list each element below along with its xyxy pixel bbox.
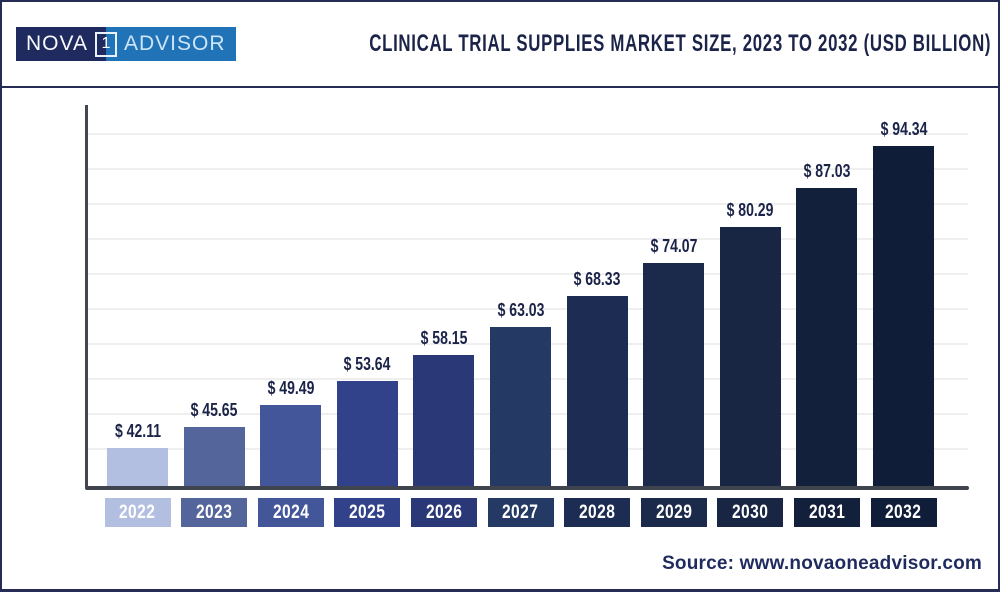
bar-value-label-2032: $ 94.34 <box>880 118 927 139</box>
x-tick-2032: 2032 <box>870 498 937 527</box>
x-tick-label: 2024 <box>272 501 309 523</box>
logo-one-text: 1 <box>94 31 117 57</box>
bar-2022 <box>107 447 168 486</box>
x-tick-label: 2025 <box>349 501 386 523</box>
bar-value-label-2031: $ 87.03 <box>803 161 851 182</box>
gridline <box>88 168 968 170</box>
bar-2023 <box>183 427 245 486</box>
x-tick-label: 2027 <box>502 501 539 523</box>
bar-value-label-2022: $ 42.11 <box>114 420 161 441</box>
page-title: CLINICAL TRIAL SUPPLIES MARKET SIZE, 202… <box>236 30 999 58</box>
bar-value-label-2025: $ 53.64 <box>343 354 391 375</box>
x-tick-2023: 2023 <box>181 498 248 527</box>
x-tick-label: 2026 <box>425 501 463 523</box>
bar-value-label-2023: $ 45.65 <box>190 400 238 421</box>
source-attribution: Source: www.novaoneadvisor.com <box>662 553 982 574</box>
brand-logo: NOVA 1 ADVISOR <box>16 27 236 61</box>
logo-advisor-text: ADVISOR <box>120 27 236 61</box>
gridline <box>88 308 968 310</box>
bar-value-label-2026: $ 58.15 <box>420 328 468 349</box>
x-tick-2030: 2030 <box>717 498 784 527</box>
x-tick-2025: 2025 <box>334 498 401 527</box>
logo-one-badge: 1 <box>90 27 121 61</box>
bar-2026 <box>413 355 475 486</box>
gridline <box>88 133 968 135</box>
x-tick-2022: 2022 <box>104 498 171 527</box>
bar-2027 <box>490 326 551 486</box>
bar-value-label-2028: $ 68.33 <box>573 269 621 290</box>
gridline <box>88 273 968 275</box>
x-tick-2027: 2027 <box>487 498 554 527</box>
x-tick-2029: 2029 <box>640 498 707 527</box>
header: NOVA 1 ADVISOR CLINICAL TRIAL SUPPLIES M… <box>2 2 998 88</box>
x-tick-label: 2022 <box>119 501 156 523</box>
bar-2028 <box>566 296 628 486</box>
x-tick-2031: 2031 <box>793 498 860 527</box>
bar-2031 <box>796 188 858 486</box>
x-tick-label: 2030 <box>732 501 769 523</box>
gridline <box>88 203 968 205</box>
x-tick-label: 2031 <box>808 501 846 523</box>
bar-value-label-2030: $ 80.29 <box>726 200 774 221</box>
bar-2029 <box>643 263 705 486</box>
bar-2030 <box>719 227 781 486</box>
x-tick-label: 2028 <box>578 501 616 523</box>
x-tick-label: 2032 <box>885 501 922 523</box>
x-tick-2026: 2026 <box>410 498 477 527</box>
x-tick-2024: 2024 <box>257 498 324 527</box>
x-axis-line <box>85 486 969 490</box>
bar-value-label-2027: $ 63.03 <box>497 299 544 320</box>
bar-2025 <box>336 381 398 486</box>
logo-nova-text: NOVA <box>16 27 91 61</box>
x-tick-label: 2023 <box>195 501 233 523</box>
bar-2024 <box>260 405 322 486</box>
bar-value-label-2024: $ 49.49 <box>267 378 315 399</box>
page-title-text: CLINICAL TRIAL SUPPLIES MARKET SIZE, 202… <box>368 30 991 57</box>
x-tick-label: 2029 <box>655 501 692 523</box>
y-axis-line <box>85 105 88 488</box>
bar-2032 <box>873 145 934 486</box>
gridline <box>88 238 968 240</box>
bar-value-label-2029: $ 74.07 <box>650 236 698 256</box>
x-tick-2028: 2028 <box>564 498 631 527</box>
